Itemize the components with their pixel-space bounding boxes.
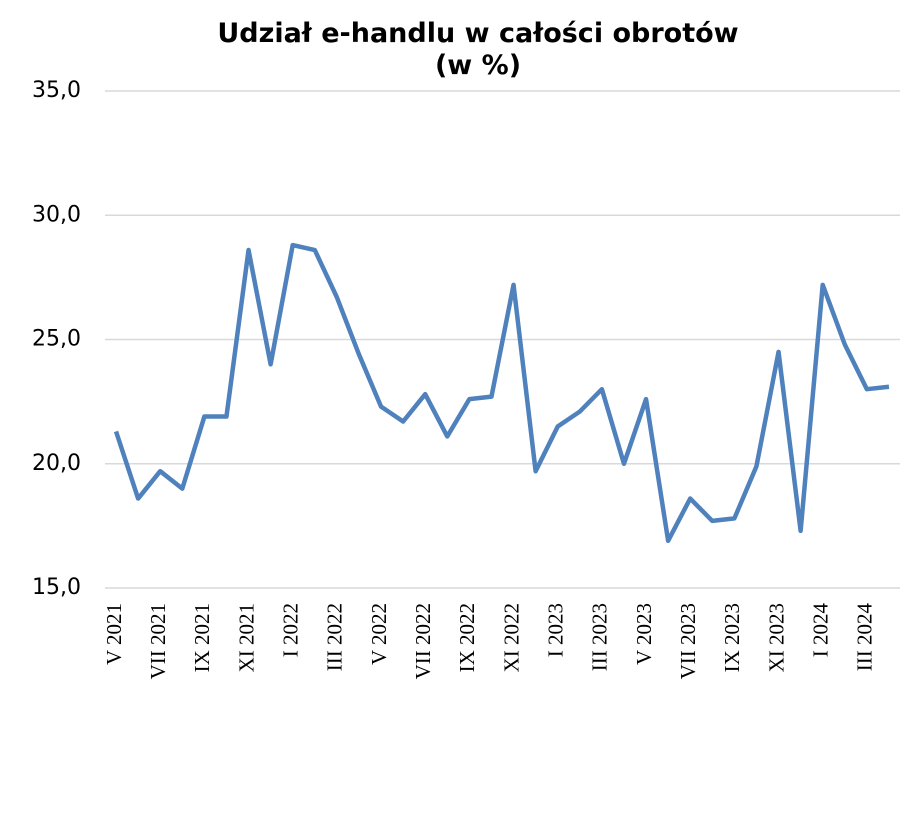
x-tick-label: VII 2022 xyxy=(411,603,435,679)
x-tick-label: I 2023 xyxy=(544,603,568,657)
x-tick-label: IX 2022 xyxy=(455,603,479,672)
x-tick-label: V 2021 xyxy=(102,603,126,665)
y-tick-label: 25,0 xyxy=(32,327,81,352)
x-tick-label: I 2024 xyxy=(809,603,833,658)
chart-title: Udział e-handlu w całości obrotów xyxy=(217,18,738,49)
x-tick-label: III 2023 xyxy=(588,603,612,671)
x-tick-label: III 2024 xyxy=(853,603,877,672)
x-tick-label: V 2023 xyxy=(632,603,656,665)
x-tick-label: VII 2023 xyxy=(676,603,700,679)
x-tick-label: XI 2021 xyxy=(234,603,258,672)
x-tick-label: III 2022 xyxy=(323,603,347,671)
x-tick-label: IX 2021 xyxy=(190,603,214,672)
x-tick-label: XI 2022 xyxy=(499,603,523,672)
x-tick-label: VII 2021 xyxy=(146,603,170,679)
x-tick-label: V 2022 xyxy=(367,603,391,665)
y-tick-label: 30,0 xyxy=(32,202,81,227)
chart-subtitle: (w %) xyxy=(435,50,521,81)
y-tick-label: 35,0 xyxy=(32,78,81,103)
x-tick-label: IX 2023 xyxy=(720,603,744,672)
data-line xyxy=(113,242,890,544)
y-tick-label: 15,0 xyxy=(32,575,81,600)
x-tick-label: XI 2023 xyxy=(764,603,788,672)
x-tick-label: I 2022 xyxy=(279,603,303,657)
y-tick-label: 20,0 xyxy=(32,451,81,476)
